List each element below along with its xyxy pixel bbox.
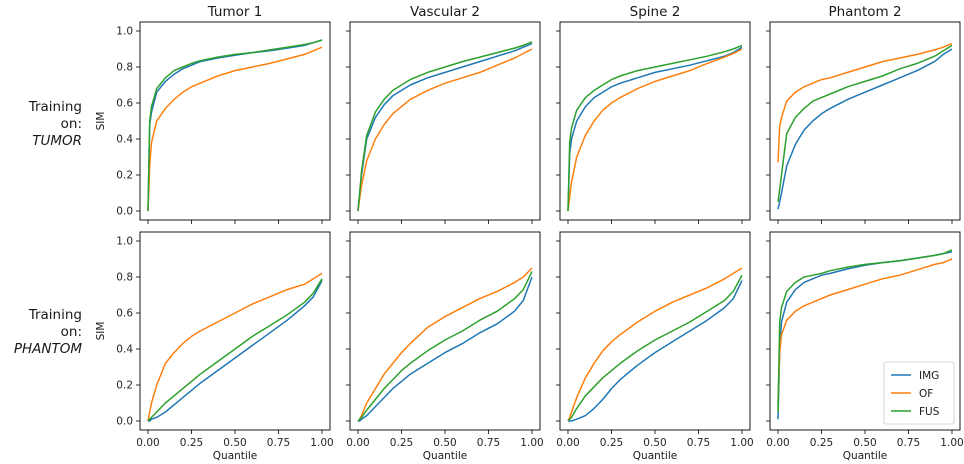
x-tick-label: 1.00: [520, 437, 543, 449]
legend-label-img: IMG: [919, 370, 939, 382]
series-line-img: [358, 276, 533, 422]
series-line-fus: [567, 274, 743, 422]
series-line-of: [147, 46, 323, 212]
series-line-img: [777, 48, 953, 210]
series-line-img: [567, 46, 743, 212]
x-tick-label: 0.00: [346, 437, 369, 449]
x-tick-label: 0.00: [136, 437, 159, 449]
x-tick-label: 0.00: [766, 437, 789, 449]
column-title: Spine 2: [630, 4, 681, 20]
y-tick-label: 0.6: [116, 308, 133, 320]
x-tick-label: 0.50: [433, 437, 456, 449]
panel-r1-c0: 0.0 0.2 0.4 0.6 0.8 1.0 0.00 0.25 0.50 0.75 1.00 Qu…: [95, 231, 334, 462]
y-axis-label: SIM: [95, 112, 107, 131]
x-tick-label: 0.00: [556, 437, 579, 449]
series-line-of: [567, 267, 743, 422]
series-line-fus: [777, 44, 953, 203]
axes-frame: [139, 21, 331, 221]
series-line-fus: [147, 278, 323, 422]
x-tick-label: 0.75: [897, 437, 920, 449]
y-tick-label: 0.0: [116, 416, 133, 428]
x-tick-label: 0.50: [223, 437, 246, 449]
panel-r1-c2: 0.00 0.25 0.50 0.75 1.00 Quantile: [556, 231, 754, 462]
y-axis-label: SIM: [95, 322, 107, 341]
series-line-fus: [567, 44, 743, 212]
y-tick-label: 0.0: [116, 206, 133, 218]
series-line-fus: [147, 39, 323, 212]
column-title: Tumor 1: [207, 4, 263, 20]
panel-r0-c2: Spine 2: [556, 4, 751, 224]
panel-r0-c3: Phantom 2: [766, 4, 961, 224]
x-tick-label: 1.00: [730, 437, 753, 449]
x-tick-label: 0.25: [390, 437, 413, 449]
panel-r0-c0: 0.0 0.2 0.4 0.6 0.8 1.0 Tumor 1 SIM: [95, 4, 331, 224]
y-tick-label: 0.4: [116, 344, 133, 356]
x-tick-label: 1.00: [940, 437, 963, 449]
series-line-img: [568, 280, 743, 422]
x-tick-label: 0.75: [267, 437, 290, 449]
x-tick-label: 0.50: [853, 437, 876, 449]
series-line-fus: [777, 249, 953, 413]
y-tick-label: 0.8: [116, 62, 133, 74]
panel-r1-c3: 0.00 0.25 0.50 0.75 1.00 Quantile: [766, 231, 964, 462]
series-line-img: [148, 280, 323, 422]
x-axis-label: Quantile: [213, 450, 257, 462]
series-line-img: [357, 42, 533, 212]
series-line-fus: [357, 271, 533, 422]
row-label-1-line1: Training: [28, 307, 82, 323]
row-label-0-line3: TUMOR: [32, 133, 82, 149]
y-tick-label: 1.0: [116, 236, 133, 248]
series-line-of: [777, 42, 953, 163]
legend-box: [883, 361, 955, 425]
series-line-of: [777, 258, 953, 404]
y-tick-label: 0.8: [116, 272, 133, 284]
axes-frame: [349, 231, 541, 431]
x-tick-label: 0.25: [180, 437, 203, 449]
x-tick-label: 0.75: [477, 437, 500, 449]
series-line-img: [147, 39, 323, 212]
series-line-fus: [357, 41, 533, 212]
axes-frame: [559, 21, 751, 221]
series-line-of: [357, 48, 533, 212]
y-tick-label: 0.6: [116, 98, 133, 110]
axes-frame: [559, 231, 751, 431]
series-line-of: [567, 48, 743, 212]
y-tick-label: 0.4: [116, 134, 133, 146]
column-title: Vascular 2: [410, 4, 480, 20]
legend-label-of: OF: [919, 388, 933, 400]
y-tick-label: 1.0: [116, 26, 133, 38]
row-label-1-line2: on:: [61, 324, 82, 340]
x-tick-label: 0.25: [600, 437, 623, 449]
row-label-1-line3: PHANTOM: [14, 341, 82, 357]
row-label-0-line1: Training: [28, 99, 82, 115]
panel-r0-c1: Vascular 2: [346, 4, 541, 224]
x-axis-label: Quantile: [843, 450, 887, 462]
column-title: Phantom 2: [828, 4, 901, 20]
row-label-0-line2: on:: [61, 116, 82, 132]
x-tick-label: 0.50: [643, 437, 666, 449]
x-tick-label: 0.25: [810, 437, 833, 449]
series-line-of: [147, 272, 323, 422]
series-line-of: [357, 267, 533, 422]
x-axis-label: Quantile: [633, 450, 677, 462]
axes-frame: [769, 21, 961, 221]
x-axis-label: Quantile: [423, 450, 467, 462]
x-tick-label: 0.75: [687, 437, 710, 449]
legend: IMG OF FUS: [883, 361, 955, 425]
panel-grid: 0.0 0.2 0.4 0.6 0.8 1.0 Tumor 1 SIM Vascular 2 Sp…: [95, 4, 964, 462]
y-tick-label: 0.2: [116, 380, 133, 392]
panel-r1-c1: 0.00 0.25 0.50 0.75 1.00 Quantile: [346, 231, 544, 462]
x-tick-label: 1.00: [310, 437, 333, 449]
y-tick-label: 0.2: [116, 170, 133, 182]
legend-label-fus: FUS: [919, 406, 940, 418]
